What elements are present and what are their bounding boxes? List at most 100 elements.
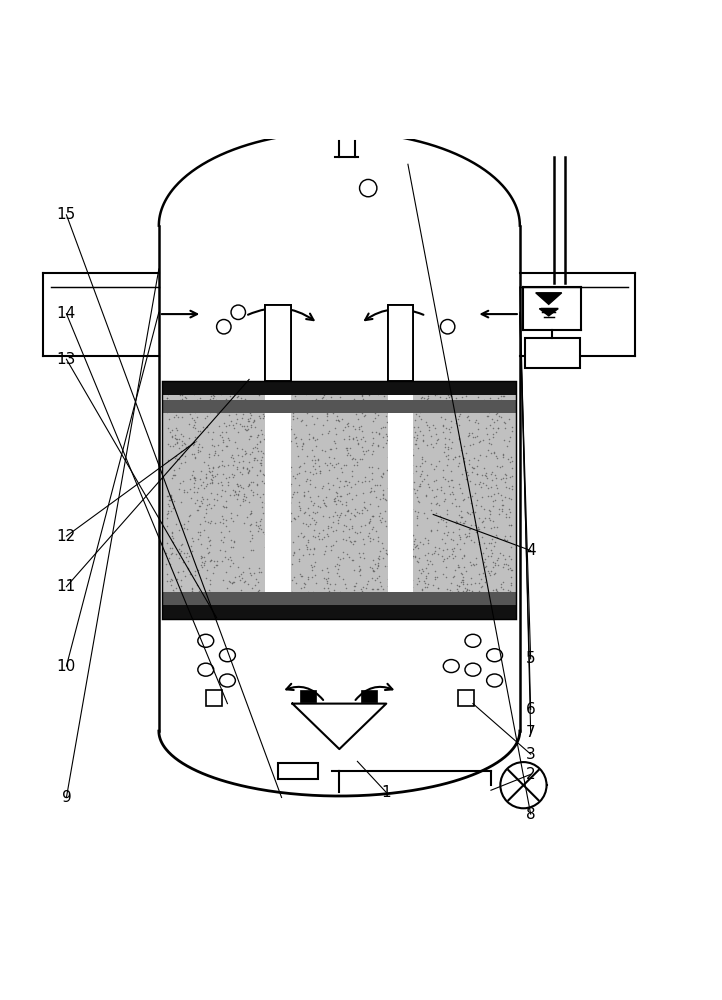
Point [436,531,448,547]
Point [216,386,227,402]
Point [280,471,292,487]
Point [312,589,323,605]
Point [253,564,265,580]
Point [406,566,417,582]
Point [453,521,465,537]
Text: 6: 6 [526,702,536,717]
Point [259,539,271,555]
Point [344,393,356,409]
Point [240,585,251,601]
Point [217,592,228,608]
Point [393,529,405,545]
Point [189,567,201,583]
Point [296,438,308,454]
Point [422,386,434,402]
Point [360,407,371,423]
Point [178,428,189,444]
Point [343,394,355,410]
Point [244,565,256,581]
Point [249,439,261,455]
Point [474,447,486,463]
Point [378,439,389,455]
Text: 13: 13 [57,352,76,367]
Point [417,595,429,611]
Point [268,531,279,547]
Point [207,459,219,475]
Point [386,601,397,617]
Point [292,601,303,617]
Point [327,405,339,421]
Point [174,545,186,561]
Point [458,515,469,531]
Point [188,446,200,462]
Point [357,391,368,407]
Point [273,519,284,535]
Point [342,503,353,519]
Point [440,411,451,427]
Point [214,427,226,443]
Point [385,444,396,460]
Point [197,586,209,602]
Point [161,518,173,534]
Point [362,604,373,620]
Point [179,454,191,470]
Point [243,454,255,470]
Point [188,475,200,491]
Point [277,411,289,427]
Point [484,436,496,452]
Point [359,408,370,424]
Point [252,427,264,443]
Point [198,509,209,525]
Point [391,594,403,610]
Point [391,591,402,607]
Point [373,568,384,584]
Point [243,413,255,429]
Point [304,476,316,492]
Text: 9: 9 [61,790,71,805]
Point [290,392,302,408]
Point [364,533,375,549]
Point [498,388,510,404]
Point [224,417,235,433]
Point [212,459,223,475]
Point [258,466,269,482]
Point [227,482,238,498]
Point [340,440,352,456]
Point [168,467,179,483]
Point [355,562,366,578]
Point [222,430,234,446]
Point [433,497,445,513]
Point [487,604,498,620]
Point [310,514,321,530]
Point [263,582,274,598]
Point [460,388,471,404]
Point [327,514,339,530]
Point [196,439,207,455]
Point [505,551,517,567]
Point [331,456,342,472]
Point [217,498,228,514]
Point [176,409,188,425]
Point [224,558,235,574]
Point [380,546,392,562]
Point [391,509,402,525]
Point [403,542,414,558]
Point [257,445,269,461]
Point [270,524,282,540]
Point [356,418,367,434]
Point [374,491,386,507]
Point [200,570,212,586]
Point [170,420,181,436]
Point [475,498,487,514]
Point [329,558,341,574]
Point [412,430,423,446]
Point [277,536,288,552]
Bar [162,381,516,619]
Point [295,525,307,541]
Point [225,539,237,555]
Point [216,532,227,548]
Point [427,599,439,615]
Point [230,406,242,422]
Point [294,465,305,481]
Point [226,598,238,614]
